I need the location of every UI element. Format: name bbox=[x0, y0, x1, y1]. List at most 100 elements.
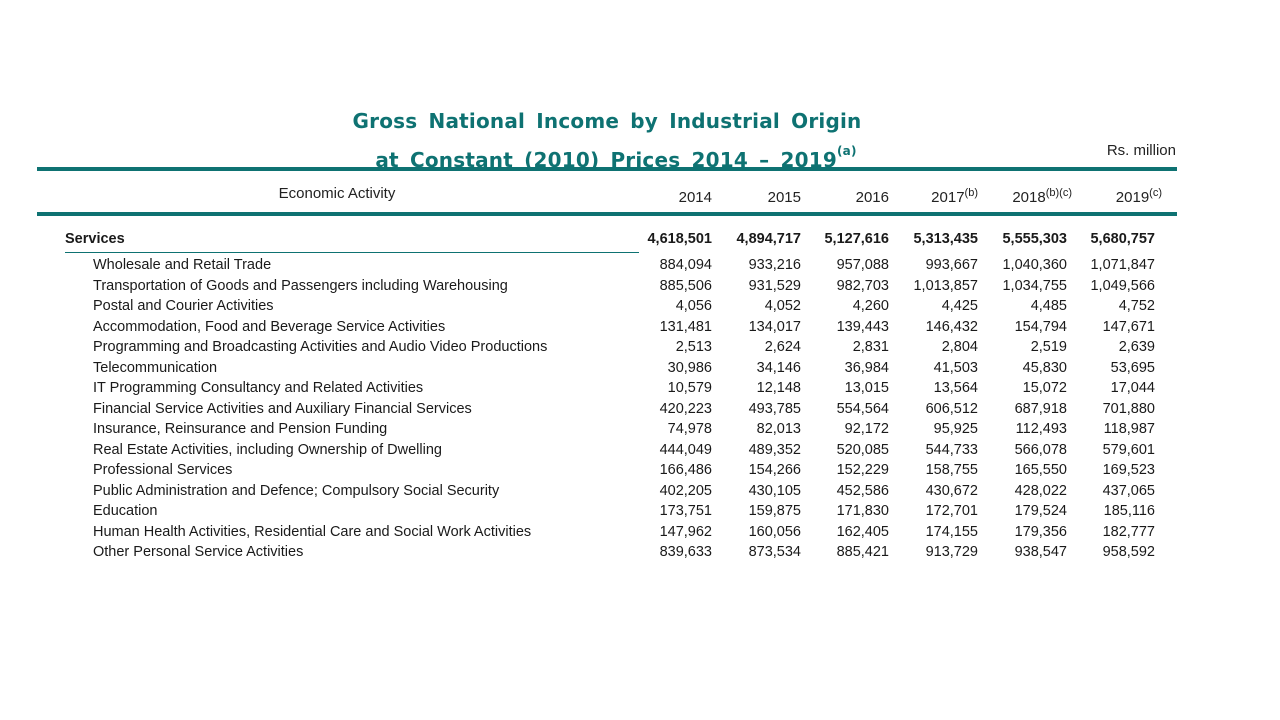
row-value: 158,755 bbox=[925, 462, 978, 478]
row-label: Professional Services bbox=[93, 462, 233, 478]
table-row: IT Programming Consultancy and Related A… bbox=[37, 378, 1177, 399]
row-value: 430,105 bbox=[748, 482, 801, 499]
table-row: Telecommunication 30,986 34,146 36,984 41,50… bbox=[37, 358, 1177, 379]
row-label: Accommodation, Food and Beverage Service… bbox=[93, 318, 446, 335]
units-label: Rs. million bbox=[1106, 142, 1176, 159]
table-body: Services 4,618,501 4,894,717 5,127,616 5… bbox=[37, 228, 1177, 563]
row-value: 95,925 bbox=[933, 421, 978, 437]
row-label: Education bbox=[93, 503, 158, 519]
row-value: 4,425 bbox=[941, 298, 978, 314]
header-top-rule bbox=[37, 167, 1177, 171]
row-value: 152,229 bbox=[836, 462, 889, 478]
row-value: 146,432 bbox=[925, 318, 978, 335]
row-value: 402,205 bbox=[659, 482, 712, 499]
row-value: 687,918 bbox=[1014, 400, 1067, 417]
table-row: Transportation of Goods and Passengers i… bbox=[37, 276, 1177, 297]
row-value: 4,752 bbox=[1118, 298, 1155, 314]
row-value: 2,519 bbox=[1030, 339, 1067, 355]
row-value: 957,088 bbox=[836, 257, 889, 273]
row-value: 933,216 bbox=[748, 257, 801, 273]
header-economic-activity: Economic Activity bbox=[278, 185, 396, 202]
row-value: 1,013,857 bbox=[913, 277, 978, 294]
header-year-2016: 2016 bbox=[855, 189, 889, 206]
table-row: Professional Services 166,486 154,266 152,2… bbox=[37, 460, 1177, 481]
row-value: 452,586 bbox=[836, 482, 889, 499]
row-value: 420,223 bbox=[659, 400, 712, 417]
row-value: 885,506 bbox=[659, 277, 712, 294]
table-row: Financial Service Activities and Auxilia… bbox=[37, 399, 1177, 420]
row-value: 4,485 bbox=[1030, 298, 1067, 314]
row-label: Other Personal Service Activities bbox=[93, 544, 304, 560]
row-value: 428,022 bbox=[1014, 482, 1067, 499]
row-value: 165,550 bbox=[1014, 462, 1067, 478]
section-value-2014: 4,618,501 bbox=[647, 231, 712, 247]
row-label: Telecommunication bbox=[93, 359, 218, 376]
table-row: Public Administration and Defence; Compu… bbox=[37, 481, 1177, 502]
row-value: 1,049,566 bbox=[1090, 277, 1155, 294]
section-value-2015: 4,894,717 bbox=[736, 231, 801, 247]
row-value: 701,880 bbox=[1102, 400, 1155, 417]
row-value: 444,049 bbox=[659, 441, 712, 458]
section-value-2018: 5,555,303 bbox=[1002, 231, 1067, 247]
row-value: 489,352 bbox=[748, 441, 801, 458]
row-value: 437,065 bbox=[1102, 482, 1155, 499]
row-value: 839,633 bbox=[659, 544, 712, 560]
row-value: 2,804 bbox=[941, 339, 978, 355]
row-value: 134,017 bbox=[748, 318, 801, 335]
row-value: 430,672 bbox=[925, 482, 978, 499]
title-line-1: Gross National Income by Industrial Orig… bbox=[352, 109, 862, 133]
row-label: Programming and Broadcasting Activities … bbox=[93, 339, 548, 355]
row-value: 41,503 bbox=[933, 359, 978, 376]
table-row: Postal and Courier Activities 4,056 4,052 4… bbox=[37, 296, 1177, 317]
row-value: 885,421 bbox=[836, 544, 889, 560]
row-value: 4,056 bbox=[675, 298, 712, 314]
header-year-2019: 2019(c) bbox=[1115, 187, 1162, 206]
row-value: 993,667 bbox=[925, 257, 978, 273]
row-value: 118,987 bbox=[1103, 421, 1155, 437]
row-label: Wholesale and Retail Trade bbox=[93, 257, 272, 273]
section-value-2016: 5,127,616 bbox=[824, 231, 889, 247]
row-value: 179,356 bbox=[1014, 523, 1067, 540]
row-value: 171,830 bbox=[836, 503, 889, 519]
row-value: 2,624 bbox=[764, 339, 801, 355]
row-value: 169,523 bbox=[1102, 462, 1155, 478]
row-value: 172,701 bbox=[925, 503, 978, 519]
table-row: Insurance, Reinsurance and Pension Fundi… bbox=[37, 419, 1177, 440]
row-value: 34,146 bbox=[756, 359, 801, 376]
row-label: IT Programming Consultancy and Related A… bbox=[93, 380, 424, 396]
row-value: 606,512 bbox=[925, 400, 978, 417]
section-label: Services bbox=[65, 231, 125, 247]
row-value: 884,094 bbox=[659, 257, 712, 273]
row-value: 74,978 bbox=[667, 421, 712, 437]
table-row: Programming and Broadcasting Activities … bbox=[37, 337, 1177, 358]
row-value: 82,013 bbox=[756, 421, 801, 437]
section-underline bbox=[65, 252, 639, 253]
row-value: 13,564 bbox=[933, 380, 978, 396]
header-year-2014: 2014 bbox=[678, 189, 712, 206]
row-value: 938,547 bbox=[1014, 544, 1067, 560]
row-value: 2,639 bbox=[1118, 339, 1155, 355]
row-value: 12,148 bbox=[756, 380, 801, 396]
row-value: 154,266 bbox=[748, 462, 801, 478]
row-label: Postal and Courier Activities bbox=[93, 298, 274, 314]
row-value: 185,116 bbox=[1103, 503, 1155, 519]
table-row: Accommodation, Food and Beverage Service… bbox=[37, 317, 1177, 338]
title-footnote-marker: (a) bbox=[836, 144, 857, 158]
table-row: Education 173,751 159,875 171,830 172,701 179… bbox=[37, 501, 1177, 522]
table-header: Economic Activity 2014 2015 2016 2017(b)… bbox=[37, 171, 1177, 212]
row-value: 554,564 bbox=[836, 400, 889, 417]
row-value: 147,671 bbox=[1102, 318, 1155, 335]
row-value: 162,405 bbox=[836, 523, 889, 540]
table-title: Gross National Income by Industrial Orig… bbox=[0, 106, 1214, 175]
section-value-2019: 5,680,757 bbox=[1090, 231, 1155, 247]
row-value: 4,052 bbox=[764, 298, 801, 314]
row-value: 544,733 bbox=[925, 441, 978, 458]
row-value: 566,078 bbox=[1014, 441, 1067, 458]
header-year-2015: 2015 bbox=[767, 189, 801, 206]
row-value: 160,056 bbox=[748, 523, 801, 540]
row-value: 1,071,847 bbox=[1090, 257, 1155, 273]
table-rows: Wholesale and Retail Trade 884,094 933,216… bbox=[37, 255, 1177, 563]
row-value: 92,172 bbox=[844, 421, 889, 437]
row-value: 1,040,360 bbox=[1002, 257, 1067, 273]
row-value: 131,481 bbox=[659, 318, 712, 335]
